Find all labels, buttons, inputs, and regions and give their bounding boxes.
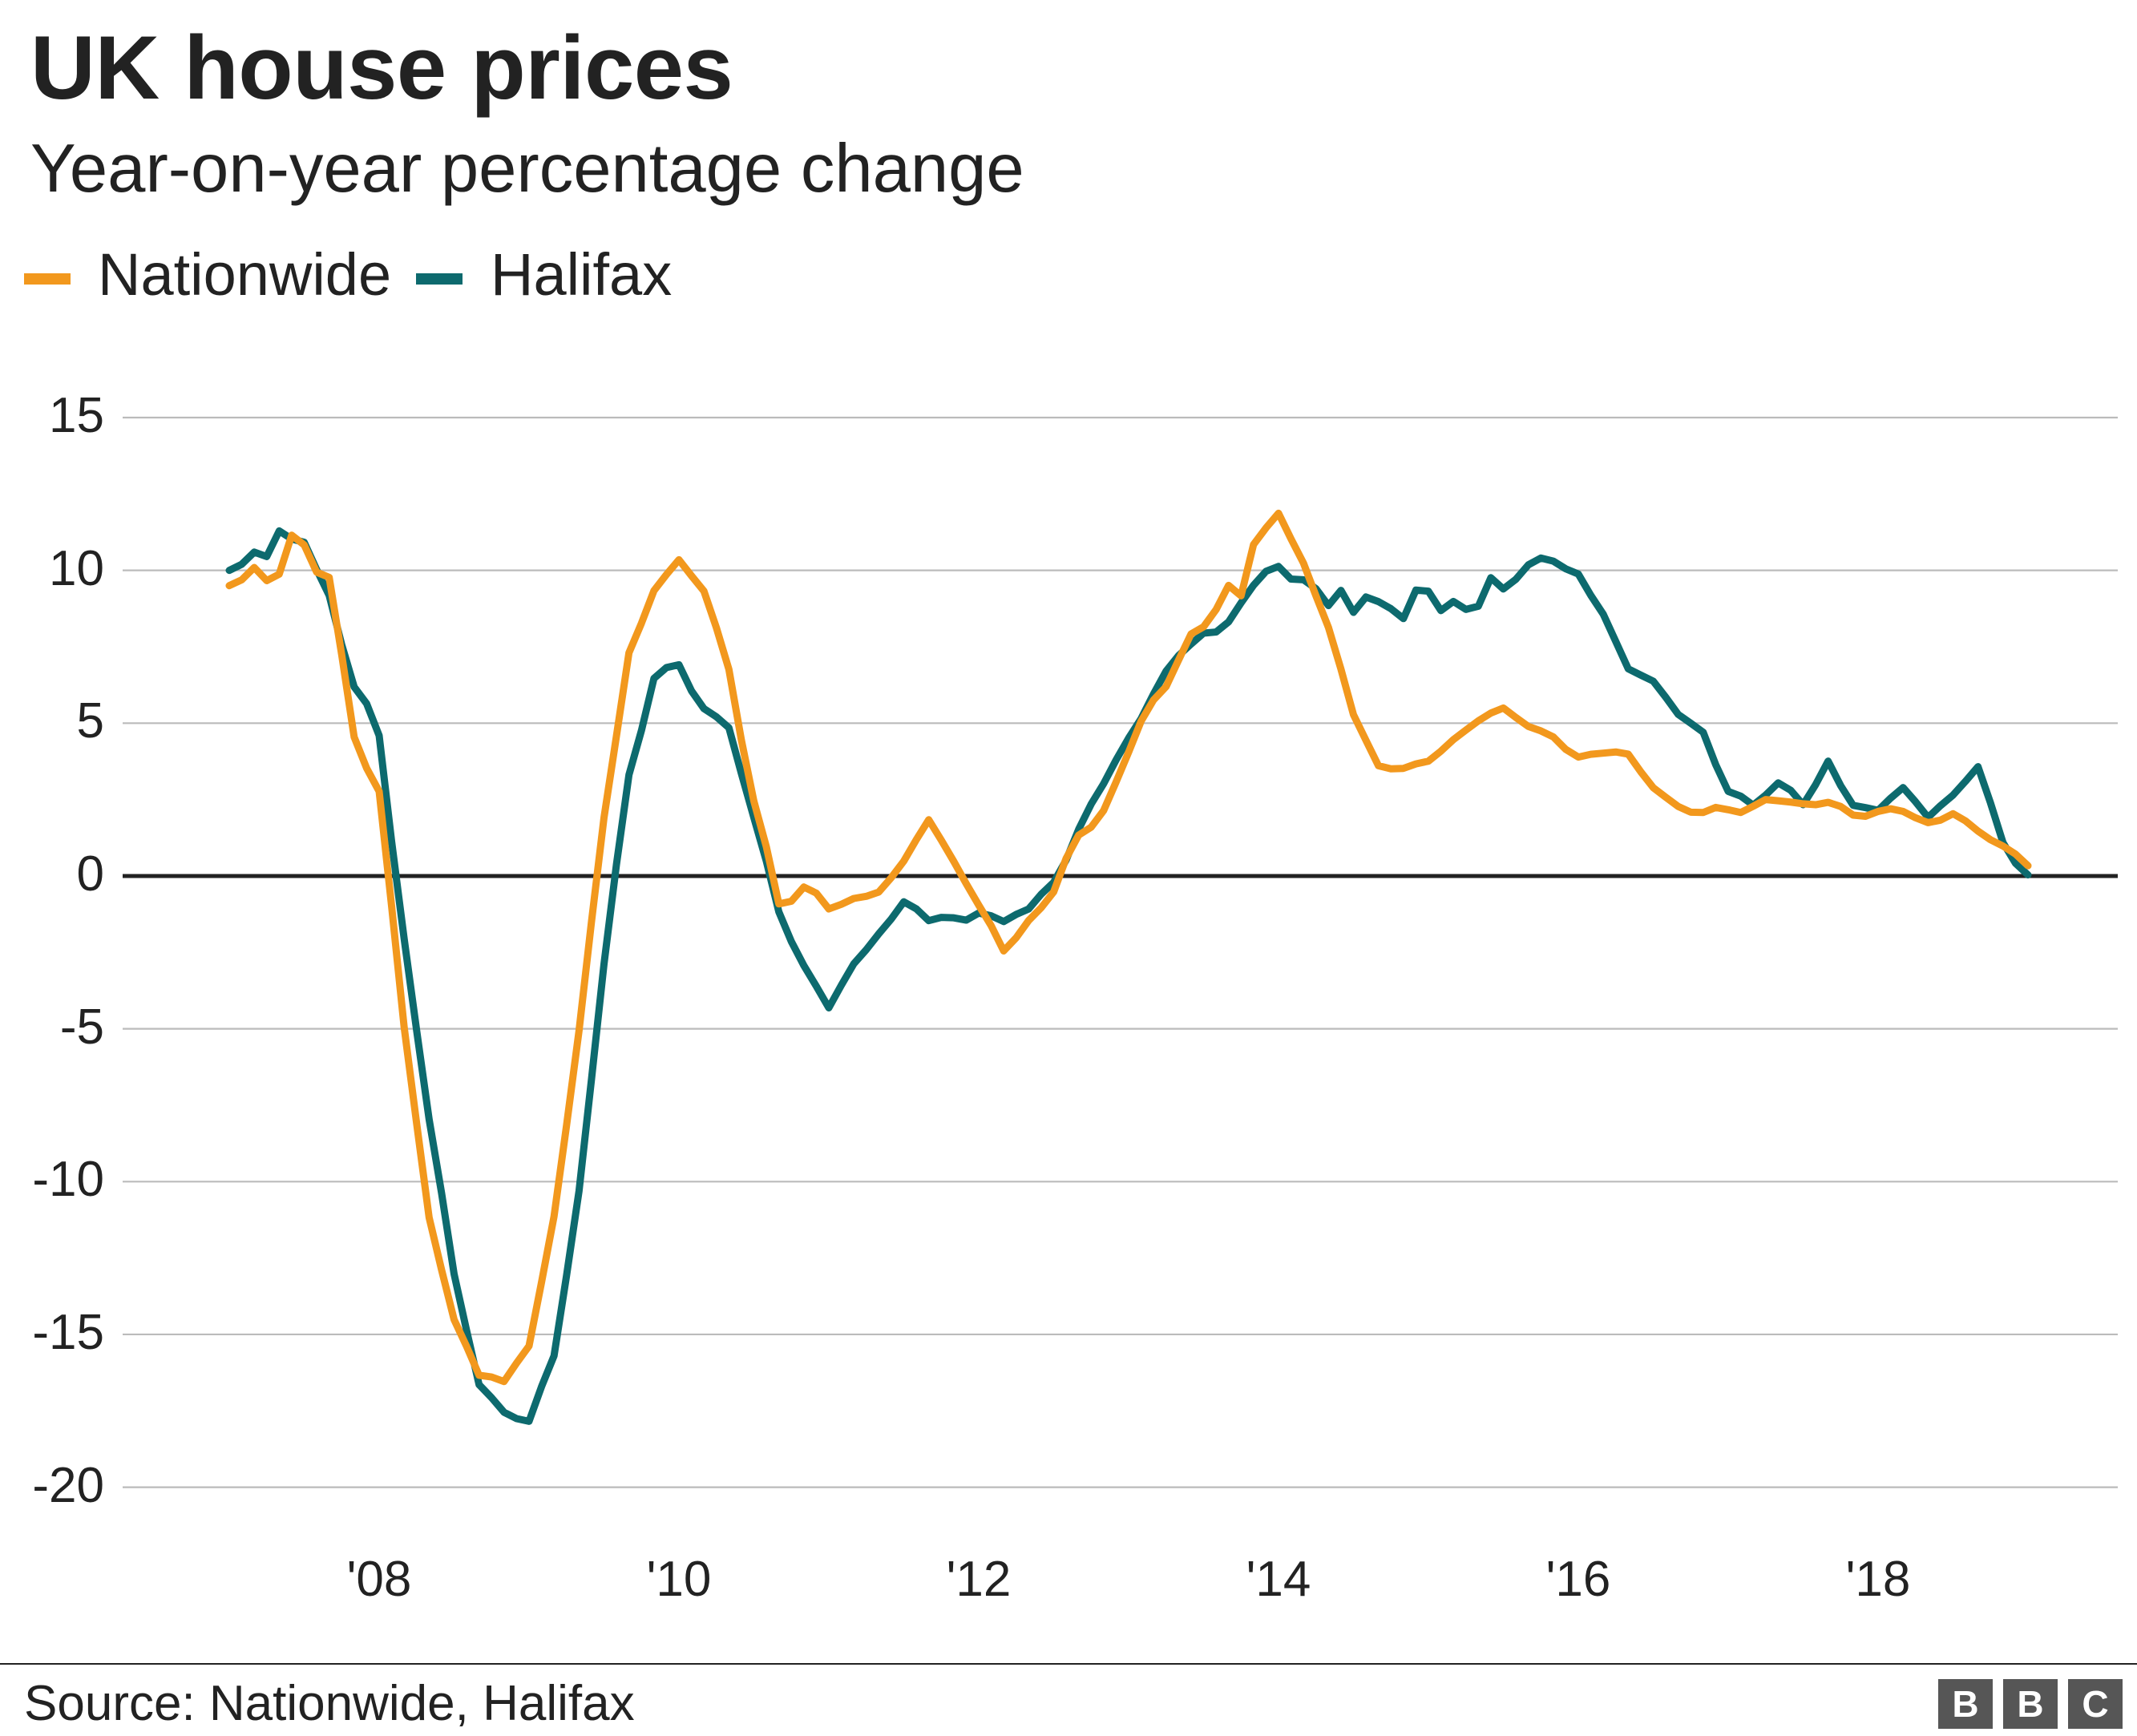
svg-text:C: C [2082,1683,2108,1725]
svg-text:B: B [2017,1683,2043,1725]
svg-text:B: B [1952,1683,1978,1725]
